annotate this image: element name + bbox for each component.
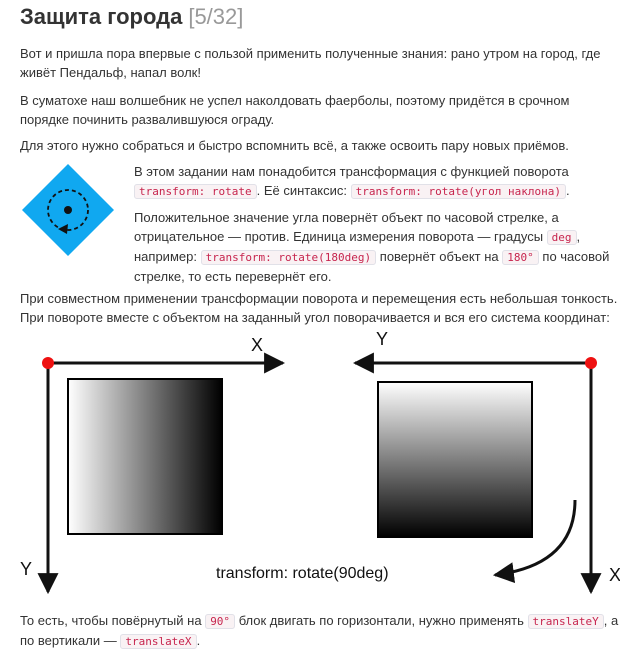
right-y-label: Y [376, 330, 388, 349]
text-span: повернёт объект на [379, 249, 499, 264]
rotate-icon-arrowhead [58, 224, 68, 234]
paragraph-rotate-syntax: В этом задании нам понадобится трансформ… [134, 162, 620, 201]
paragraph-conclusion: То есть, чтобы повёрнутый на 90° блок дв… [20, 611, 620, 651]
right-x-label: X [609, 565, 620, 585]
paragraph-recall: Для этого нужно собраться и быстро вспом… [20, 138, 569, 153]
right-origin-dot [585, 357, 597, 369]
code-180: 180° [502, 250, 539, 265]
rotate-icon [22, 164, 114, 256]
code-rotate-syntax: transform: rotate(угол наклона) [350, 184, 566, 199]
task-progress: [5/32] [188, 4, 244, 29]
left-origin-dot [42, 357, 54, 369]
text-span: , а по вертикали — [20, 613, 619, 648]
text-span: То есть, чтобы повёрнутый на [20, 613, 202, 628]
left-gradient-box [67, 378, 223, 535]
text-span: . [196, 633, 201, 648]
code-translateY: translateY [527, 614, 604, 629]
code-90: 90° [205, 614, 236, 629]
diagram-caption: transform: rotate(90deg) [216, 565, 389, 582]
paragraph-coordinate-note: При совместном применении трансформации … [20, 291, 618, 325]
right-gradient-box [377, 381, 533, 538]
text-span: Положительное значение угла повернёт объ… [134, 210, 559, 244]
rotate-icon-dashed-circle [47, 189, 89, 231]
code-transform-rotate: transform: rotate [134, 184, 257, 199]
code-translateX: translateX [120, 634, 197, 649]
paragraph-fence: В суматохе наш волшебник не успел наколд… [20, 93, 570, 127]
text-span: , например: [134, 229, 581, 264]
code-deg: deg [546, 230, 577, 245]
text-span: . [565, 183, 570, 198]
title-text: Защита города [20, 4, 183, 29]
paragraph-intro: Вот и пришла пора впервые с пользой прим… [20, 46, 601, 80]
left-x-label: X [251, 335, 263, 355]
code-rotate-180deg: transform: rotate(180deg) [200, 250, 377, 265]
text-span: В этом задании нам понадобится трансформ… [134, 164, 569, 179]
text-span: по часовой стрелке, то есть перевернёт е… [134, 249, 610, 284]
rotation-diagram: X Y Y X transform: rotate(90deg) [20, 330, 620, 595]
left-y-label: Y [20, 559, 32, 579]
text-span: . Её синтаксис: [256, 183, 348, 198]
page-title: Защита города [5/32] [20, 4, 243, 30]
rotation-curved-arrow [492, 499, 577, 584]
paragraph-angle-direction: Положительное значение угла повернёт объ… [134, 208, 620, 286]
text-span: блок двигать по горизонтали, нужно приме… [238, 613, 524, 628]
rotate-icon-center-dot [64, 206, 72, 214]
